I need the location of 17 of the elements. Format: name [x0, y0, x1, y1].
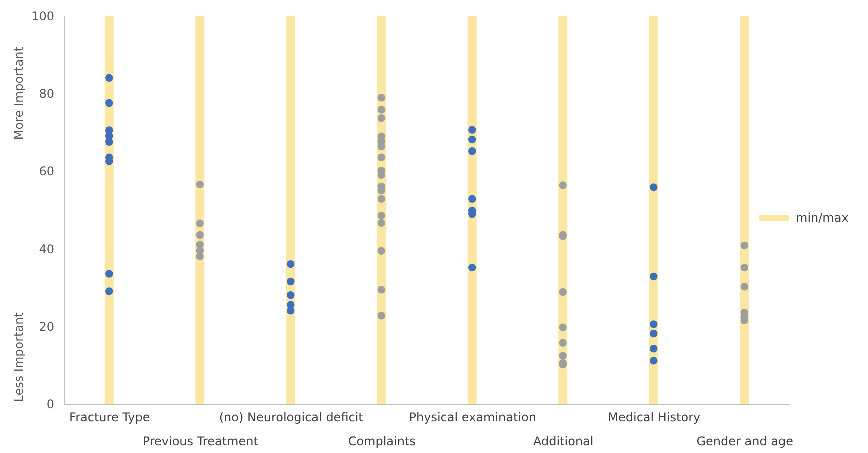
x-tick-label: (no) Neurological deficit [219, 410, 364, 424]
x-tick-label: Previous Treatment [142, 434, 259, 448]
y-tick-label: 0 [46, 398, 54, 412]
x-tick-label: Complaints [348, 434, 416, 448]
y-tick-label: 20 [39, 320, 54, 334]
text: Less Important [12, 312, 26, 402]
y-tick-label: 60 [39, 164, 54, 179]
x-tick-label: Medical History [608, 410, 701, 424]
y-tick-label: 100 [32, 10, 54, 24]
x-tick-label: Gender and age [696, 434, 794, 448]
y-tick-label: 40 [39, 242, 54, 256]
y-tick-label: 80 [39, 87, 54, 102]
x-tick-label: Additional [534, 434, 594, 448]
x-tick-label: Physical examination [409, 410, 536, 424]
legend-label: min/max [796, 211, 849, 225]
text: More Important [12, 46, 26, 140]
x-tick-label: Fracture Type [70, 410, 150, 424]
